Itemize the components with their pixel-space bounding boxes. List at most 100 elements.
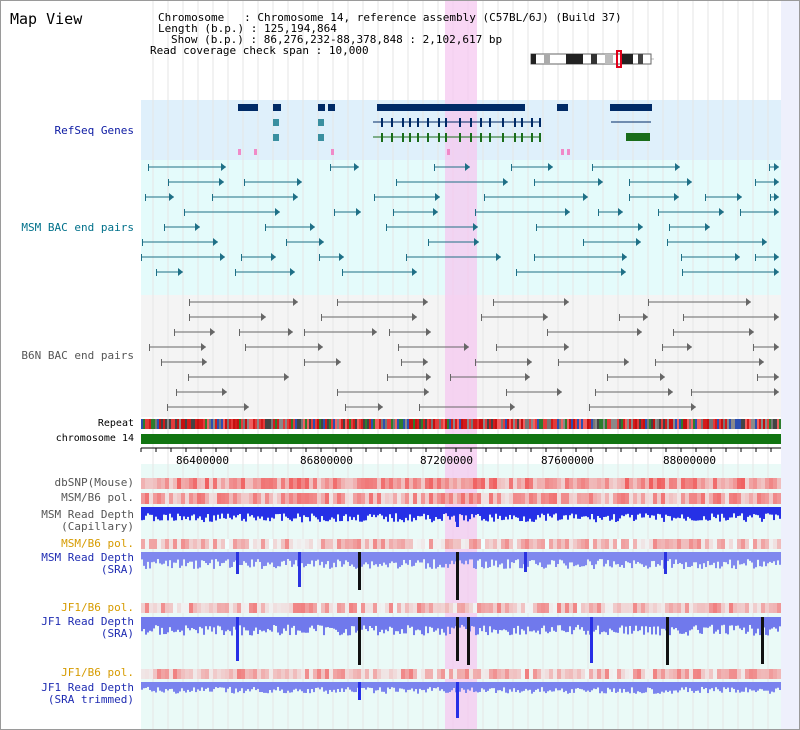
heat-cell — [381, 539, 385, 549]
refseq-gene-track[interactable] — [238, 104, 652, 155]
bac-end — [770, 194, 771, 201]
heat-cell — [265, 603, 269, 613]
heat-cell — [693, 493, 697, 504]
bac-end — [503, 178, 508, 186]
depth-bar — [609, 617, 611, 629]
heat-cell — [689, 493, 693, 504]
depth-bar — [231, 507, 233, 520]
depth-bar — [687, 507, 689, 517]
heat-cell — [205, 603, 209, 613]
heat-cell — [637, 669, 641, 679]
repeat-mark — [525, 419, 527, 429]
gene-block — [238, 104, 258, 111]
chromosome-bar[interactable] — [141, 434, 781, 444]
depth-bar — [213, 617, 215, 628]
depth-bar — [193, 682, 195, 688]
depth-bar — [209, 552, 211, 564]
bac-end — [565, 208, 570, 216]
depth-bar — [493, 617, 495, 630]
heat-cell — [337, 669, 341, 679]
dbsnp-label[interactable]: dbSNP(Mouse) — [54, 476, 134, 489]
refseq-label[interactable]: RefSeq Genes — [54, 124, 134, 137]
heat-cell — [521, 669, 525, 679]
depth-bar — [159, 617, 161, 635]
depth-bar — [717, 617, 719, 630]
depth-tracks[interactable] — [141, 507, 781, 718]
heat-cell — [493, 603, 497, 613]
depth-bar — [613, 552, 615, 562]
exon — [531, 133, 533, 142]
heat-cell — [445, 493, 449, 504]
depth-bar — [195, 617, 197, 631]
heat-cell — [453, 603, 457, 613]
jf1-depth-trim-label[interactable]: JF1 Read Depth (SRA trimmed) — [41, 682, 134, 706]
chromosome-ideogram[interactable] — [530, 50, 654, 68]
depth-bar — [277, 507, 279, 515]
depth-bar — [593, 552, 595, 569]
depth-bar — [649, 617, 651, 627]
depth-bar — [431, 552, 433, 569]
bac-end — [169, 193, 174, 201]
msm-b6-pol-2-label[interactable]: MSM/B6 pol. — [61, 537, 134, 550]
msm-b6-pol-label[interactable]: MSM/B6 pol. — [61, 491, 134, 504]
heat-cell — [253, 603, 257, 613]
repeat-track[interactable] — [141, 419, 781, 429]
b6n-bac-label[interactable]: B6N BAC end pairs — [21, 349, 134, 362]
bac-end — [774, 388, 779, 396]
msm-depth-sra-label[interactable]: MSM Read Depth (SRA) — [41, 552, 134, 576]
repeat-mark — [773, 419, 775, 429]
heat-cell — [777, 603, 781, 613]
depth-bar — [389, 552, 391, 564]
heat-cell — [141, 603, 145, 613]
repeat-mark — [471, 419, 473, 429]
depth-bar — [649, 682, 651, 689]
heat-cell — [477, 493, 481, 504]
depth-bar — [593, 617, 595, 632]
msm-bac-track[interactable] — [141, 163, 779, 276]
depth-bar — [543, 507, 545, 516]
heat-cell — [409, 493, 413, 504]
jf1-depth-sra-label[interactable]: JF1 Read Depth (SRA) — [41, 616, 134, 640]
heat-cell — [749, 603, 753, 613]
depth-bar — [497, 617, 499, 634]
bac-end — [648, 299, 649, 306]
bac-end — [705, 194, 706, 201]
msm-bac-label[interactable]: MSM BAC end pairs — [21, 221, 134, 234]
repeat-mark — [759, 419, 761, 429]
heat-cell — [529, 493, 533, 504]
heat-cell — [229, 478, 233, 489]
heat-tracks[interactable] — [141, 478, 781, 679]
b6n-bac-track[interactable] — [149, 298, 779, 411]
depth-bar — [145, 617, 147, 635]
heat-cell — [337, 603, 341, 613]
depth-bar — [639, 507, 641, 514]
depth-bar — [369, 552, 371, 569]
bac-end — [543, 313, 548, 321]
depth-bar — [461, 682, 463, 689]
heat-cell — [573, 669, 577, 679]
depth-bar — [741, 507, 743, 514]
jf1-b6-pol-label[interactable]: JF1/B6 pol. — [61, 601, 134, 614]
heat-cell — [441, 493, 445, 504]
depth-bar — [251, 552, 253, 560]
depth-bar — [291, 552, 293, 567]
depth-bar — [673, 507, 675, 518]
depth-bar — [273, 682, 275, 690]
bac-end — [464, 343, 469, 351]
depth-bar — [541, 507, 543, 514]
depth-bar — [275, 552, 277, 569]
depth-bar — [495, 682, 497, 693]
depth-bar — [641, 617, 643, 627]
depth-bar — [299, 507, 301, 517]
heat-cell — [697, 478, 701, 489]
heat-cell — [649, 603, 653, 613]
depth-bar — [669, 552, 671, 560]
heat-cell — [317, 669, 321, 679]
bac-end — [142, 239, 143, 246]
heat-cell — [477, 669, 481, 679]
msm-depth-cap-label[interactable]: MSM Read Depth (Capillary) — [41, 509, 134, 533]
depth-bar — [601, 617, 603, 633]
heat-cell — [725, 539, 729, 549]
jf1-b6-pol-2-label[interactable]: JF1/B6 pol. — [61, 666, 134, 679]
